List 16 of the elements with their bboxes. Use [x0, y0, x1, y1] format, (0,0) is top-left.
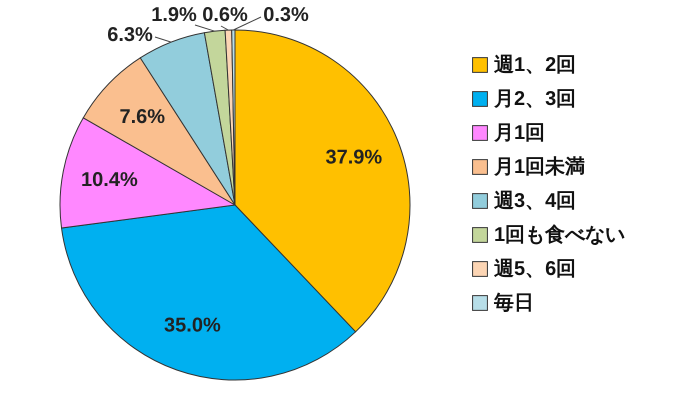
data-label: 6.3%	[107, 24, 154, 46]
data-label: 10.4%	[81, 169, 138, 192]
data-label: 7.6%	[119, 106, 166, 128]
legend-label: 月1回未満	[493, 156, 586, 178]
data-label: 0.6%	[202, 4, 248, 26]
legend-label: 月1回	[493, 122, 546, 144]
data-label: 35.0%	[164, 314, 221, 337]
legend-label: 1回も食べない	[494, 224, 626, 246]
data-label: 1.9%	[151, 4, 198, 26]
data-label: 0.3%	[263, 4, 310, 26]
legend-label: 週1、2回	[493, 54, 576, 76]
legend-label: 月2、3回	[493, 88, 576, 110]
legend-label: 毎日	[493, 292, 534, 314]
data-label: 37.9%	[326, 146, 382, 169]
legend-label: 週5、6回	[493, 258, 576, 280]
legend-label: 週3、4回	[493, 190, 576, 212]
